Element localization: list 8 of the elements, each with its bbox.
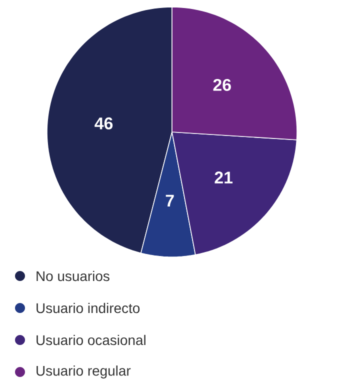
data-label: 46 [94, 117, 113, 130]
legend-label: Usuario regular [36, 366, 131, 378]
legend-label: Usuario ocasional [36, 334, 146, 346]
data-label: 7 [166, 194, 174, 207]
legend-label: No usuarios [36, 270, 110, 282]
data-label: 21 [214, 172, 233, 184]
legend-label: Usuario indirecto [36, 302, 140, 314]
data-label: 26 [213, 78, 231, 91]
